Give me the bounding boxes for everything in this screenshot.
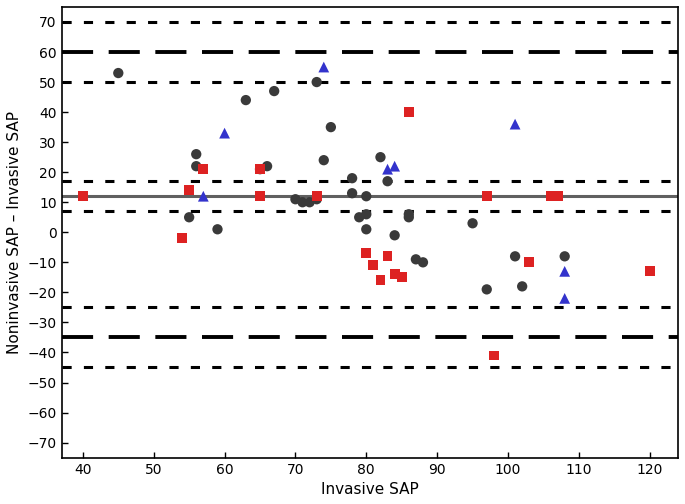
Point <box>262 162 273 170</box>
Point <box>325 123 336 131</box>
Point <box>347 174 358 182</box>
Point <box>403 210 414 218</box>
Point <box>559 294 570 302</box>
Point <box>644 267 655 275</box>
Point <box>403 108 414 116</box>
Point <box>361 192 372 200</box>
Point <box>255 192 266 200</box>
Point <box>319 156 329 164</box>
Point <box>410 256 421 264</box>
Point <box>177 234 188 242</box>
Point <box>184 186 195 194</box>
Point <box>311 192 322 200</box>
Point <box>113 69 124 77</box>
Point <box>382 177 393 185</box>
Point <box>516 282 527 290</box>
Point <box>304 198 315 206</box>
Point <box>545 192 556 200</box>
Point <box>482 192 493 200</box>
Point <box>319 63 329 71</box>
Point <box>467 219 478 227</box>
Point <box>184 213 195 221</box>
Y-axis label: Noninvasive SAP – Invasive SAP: Noninvasive SAP – Invasive SAP <box>7 111 22 354</box>
Point <box>482 285 493 293</box>
Point <box>368 261 379 269</box>
Point <box>190 162 201 170</box>
Point <box>403 213 414 221</box>
Point <box>198 192 209 200</box>
Point <box>361 210 372 218</box>
Point <box>559 267 570 275</box>
Point <box>77 192 88 200</box>
Point <box>361 225 372 233</box>
Point <box>269 87 279 95</box>
Point <box>375 276 386 284</box>
Point <box>552 192 563 200</box>
Point <box>255 165 266 173</box>
Point <box>311 78 322 86</box>
Point <box>361 249 372 258</box>
Point <box>198 165 209 173</box>
Point <box>382 253 393 261</box>
Point <box>375 153 386 161</box>
Point <box>212 225 223 233</box>
Point <box>396 273 407 281</box>
Point <box>389 162 400 170</box>
Point <box>290 195 301 203</box>
Point <box>389 270 400 278</box>
Point <box>219 129 230 137</box>
Point <box>255 165 266 173</box>
Point <box>382 165 393 173</box>
Point <box>353 213 364 221</box>
Point <box>297 198 308 206</box>
Point <box>510 253 521 261</box>
Point <box>311 195 322 203</box>
Point <box>240 96 251 104</box>
X-axis label: Invasive SAP: Invasive SAP <box>321 482 419 497</box>
Point <box>559 253 570 261</box>
Point <box>347 189 358 197</box>
Point <box>417 259 428 267</box>
Point <box>190 150 201 158</box>
Point <box>510 120 521 128</box>
Point <box>488 351 499 359</box>
Point <box>524 259 535 267</box>
Point <box>389 231 400 239</box>
